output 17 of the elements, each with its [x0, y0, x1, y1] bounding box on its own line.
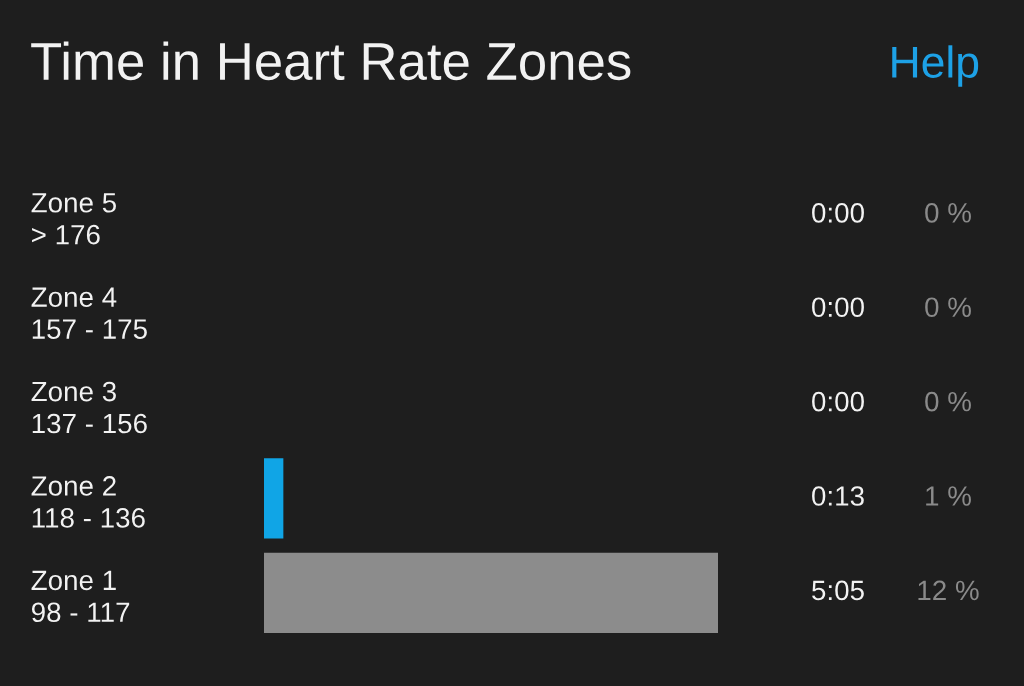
data-label: 0:00 — [812, 202, 864, 223]
y-tick-label: Zone 3 137 - 156 — [31, 381, 147, 434]
y-tick-label: Zone 4 157 - 175 — [31, 287, 147, 339]
text: Help — [892, 45, 979, 87]
text: 12 % — [918, 580, 979, 601]
y-tick-label: Zone 5 > 176 — [31, 193, 116, 245]
text: 0 % — [925, 297, 971, 318]
y-tick-label: Zone 1 98 - 117 — [31, 570, 130, 623]
y-tick-label: Zone 2 118 - 136 — [31, 476, 145, 528]
data-label: 0:13 — [812, 486, 864, 506]
data-label: 0:00 — [812, 297, 864, 318]
text: 1 % — [926, 486, 971, 506]
data-label: 5:05 — [812, 580, 864, 601]
text: 0 % — [925, 202, 971, 223]
chart-title: Time in Heart Rate Zones — [31, 41, 631, 81]
text: 0 % — [925, 391, 971, 412]
data-label: 0:00 — [812, 391, 864, 412]
